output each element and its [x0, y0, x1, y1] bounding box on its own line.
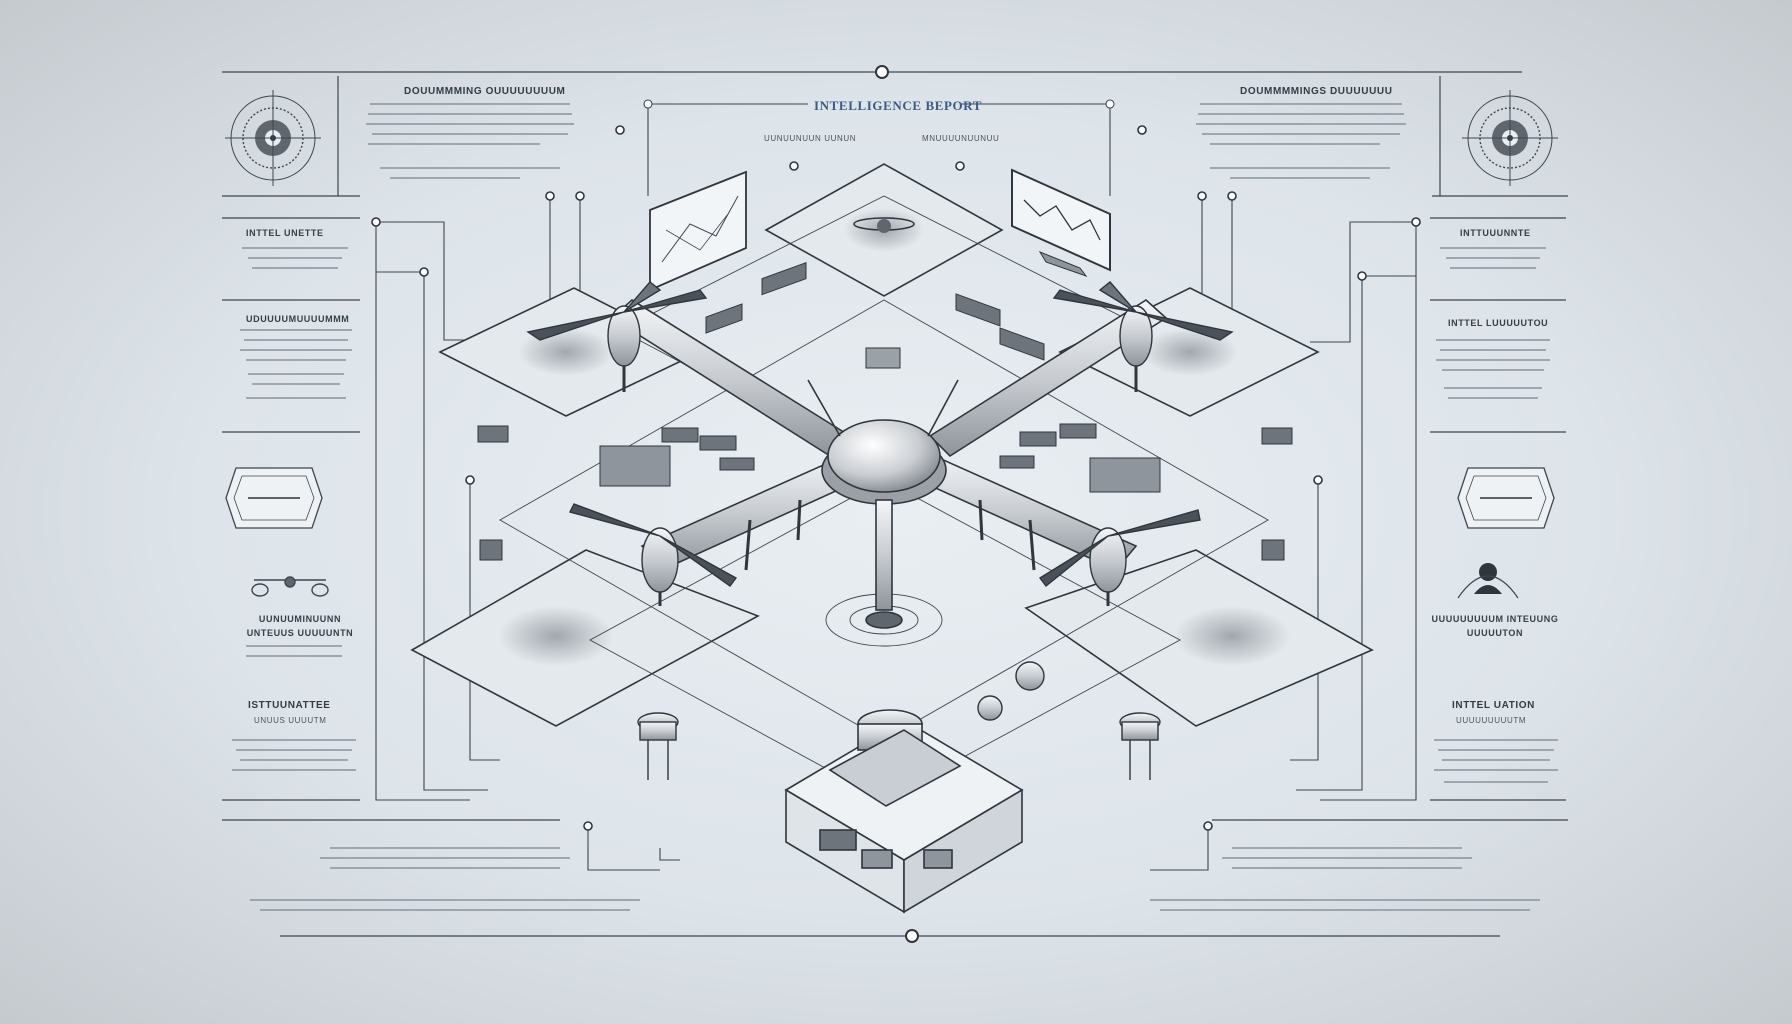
propeller-front-right: [1038, 509, 1201, 606]
platform-back: [764, 163, 1004, 297]
left-panel-item-3: UUNUUMINUUNN UNTEUUS UUUUUNTN: [246, 614, 354, 638]
gauge-icon: [637, 661, 1161, 780]
badge-icon: [1457, 467, 1555, 529]
connector-nodes: [371, 125, 1421, 831]
top-center-right-label: MNUUUUNUUNUU: [922, 134, 1000, 143]
right-panel-item-3: UUUUUUUUUM INTEUUNG UUUUUTON: [1431, 614, 1559, 638]
user-icon: [1457, 563, 1519, 599]
monitor-icon: [1011, 168, 1111, 278]
drone-body: [610, 299, 1168, 629]
top-left-header: DOUUMMMING OUUUUUUUUM: [404, 86, 566, 97]
frame-lines: [222, 71, 1568, 937]
report-title: INTELLIGENCE BEPORT: [814, 98, 983, 113]
top-right-header: DOUMMMMINGS DUUUUUUU: [1240, 86, 1393, 97]
left-panel-item-4-sub: UNUUS UUUUTM: [254, 716, 327, 725]
platform-front-left: [410, 549, 760, 727]
radar-icon: [225, 90, 321, 186]
badge-icon: [225, 467, 323, 529]
right-panel-item-1: INTTUUUNNTE: [1460, 228, 1531, 238]
left-panel-item-4: ISTTUUNATTEE: [248, 700, 331, 711]
left-panel-item-1: INTTEL UNETTE: [246, 228, 324, 238]
propeller-front-left: [568, 503, 738, 606]
server-icon: [784, 709, 1024, 914]
right-panel-item-4: INTTEL UATION: [1452, 700, 1535, 711]
left-panel-item-2: UDUUUUMUUUUMMM: [246, 314, 350, 324]
map-icon: [649, 170, 747, 292]
radar-icon: [1462, 90, 1558, 186]
right-panel-item-4-sub: UUUUUUUUUTM: [1456, 716, 1527, 725]
platform-front-right: [1024, 549, 1374, 727]
top-center-left-label: UUNUUNUUN UUNUN: [764, 134, 857, 143]
propeller-left: [526, 281, 708, 392]
drone-icon: [251, 576, 329, 597]
right-panel-item-2: INTTEL LUUUUUTOU: [1448, 318, 1549, 328]
modules: [477, 261, 1293, 561]
connector-lines: [375, 196, 1417, 871]
frame-nodes: [875, 65, 919, 943]
text-line-blocks: [232, 103, 1558, 911]
platform-right: [1058, 287, 1320, 417]
propeller-right: [1052, 281, 1234, 392]
